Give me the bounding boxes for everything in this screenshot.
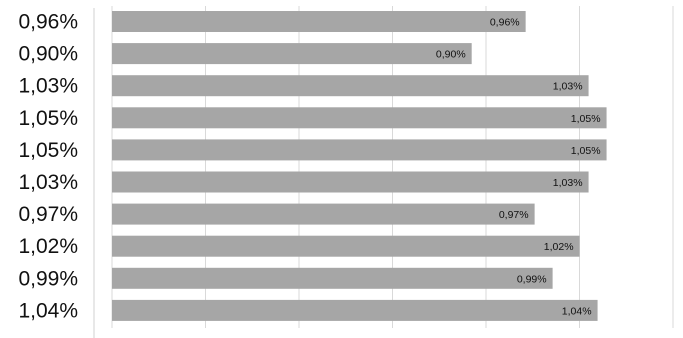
bar xyxy=(112,107,607,129)
data-label: 1,02% xyxy=(544,241,574,253)
data-label: 0,96% xyxy=(490,17,520,29)
data-label: 0,90% xyxy=(436,49,466,61)
bar xyxy=(112,43,472,65)
data-label: 1,05% xyxy=(571,145,601,157)
category-labels: 0,96% 0,90% 1,03% 1,05% 1,05% 1,03% 0,97% 1,02%… xyxy=(18,11,78,323)
category-label: 0,99% xyxy=(18,267,78,290)
category-label: 1,03% xyxy=(18,171,78,194)
category-label: 0,97% xyxy=(18,203,78,226)
bars: 0,96% 0,90% 1,03% 1,05% 1,05% 1,03% 0,97% 1,02%… xyxy=(112,11,607,321)
category-label: 1,05% xyxy=(18,107,78,130)
data-label: 0,99% xyxy=(517,273,547,285)
bar xyxy=(112,203,535,225)
data-label: 1,03% xyxy=(553,177,583,189)
category-label: 1,03% xyxy=(18,75,78,98)
category-label: 1,05% xyxy=(18,139,78,162)
bar xyxy=(112,75,589,97)
category-label: 0,96% xyxy=(18,11,78,34)
bar xyxy=(112,11,526,32)
data-label: 1,05% xyxy=(571,113,601,125)
bar xyxy=(112,299,598,321)
bar xyxy=(112,235,580,257)
data-label: 1,03% xyxy=(553,81,583,93)
category-label: 1,04% xyxy=(18,299,78,322)
bar xyxy=(112,267,553,289)
category-label: 1,02% xyxy=(18,235,78,258)
bar xyxy=(112,139,607,161)
bar xyxy=(112,171,589,193)
data-label: 1,04% xyxy=(562,305,592,317)
category-label: 0,90% xyxy=(18,43,78,66)
data-label: 0,97% xyxy=(499,209,529,221)
